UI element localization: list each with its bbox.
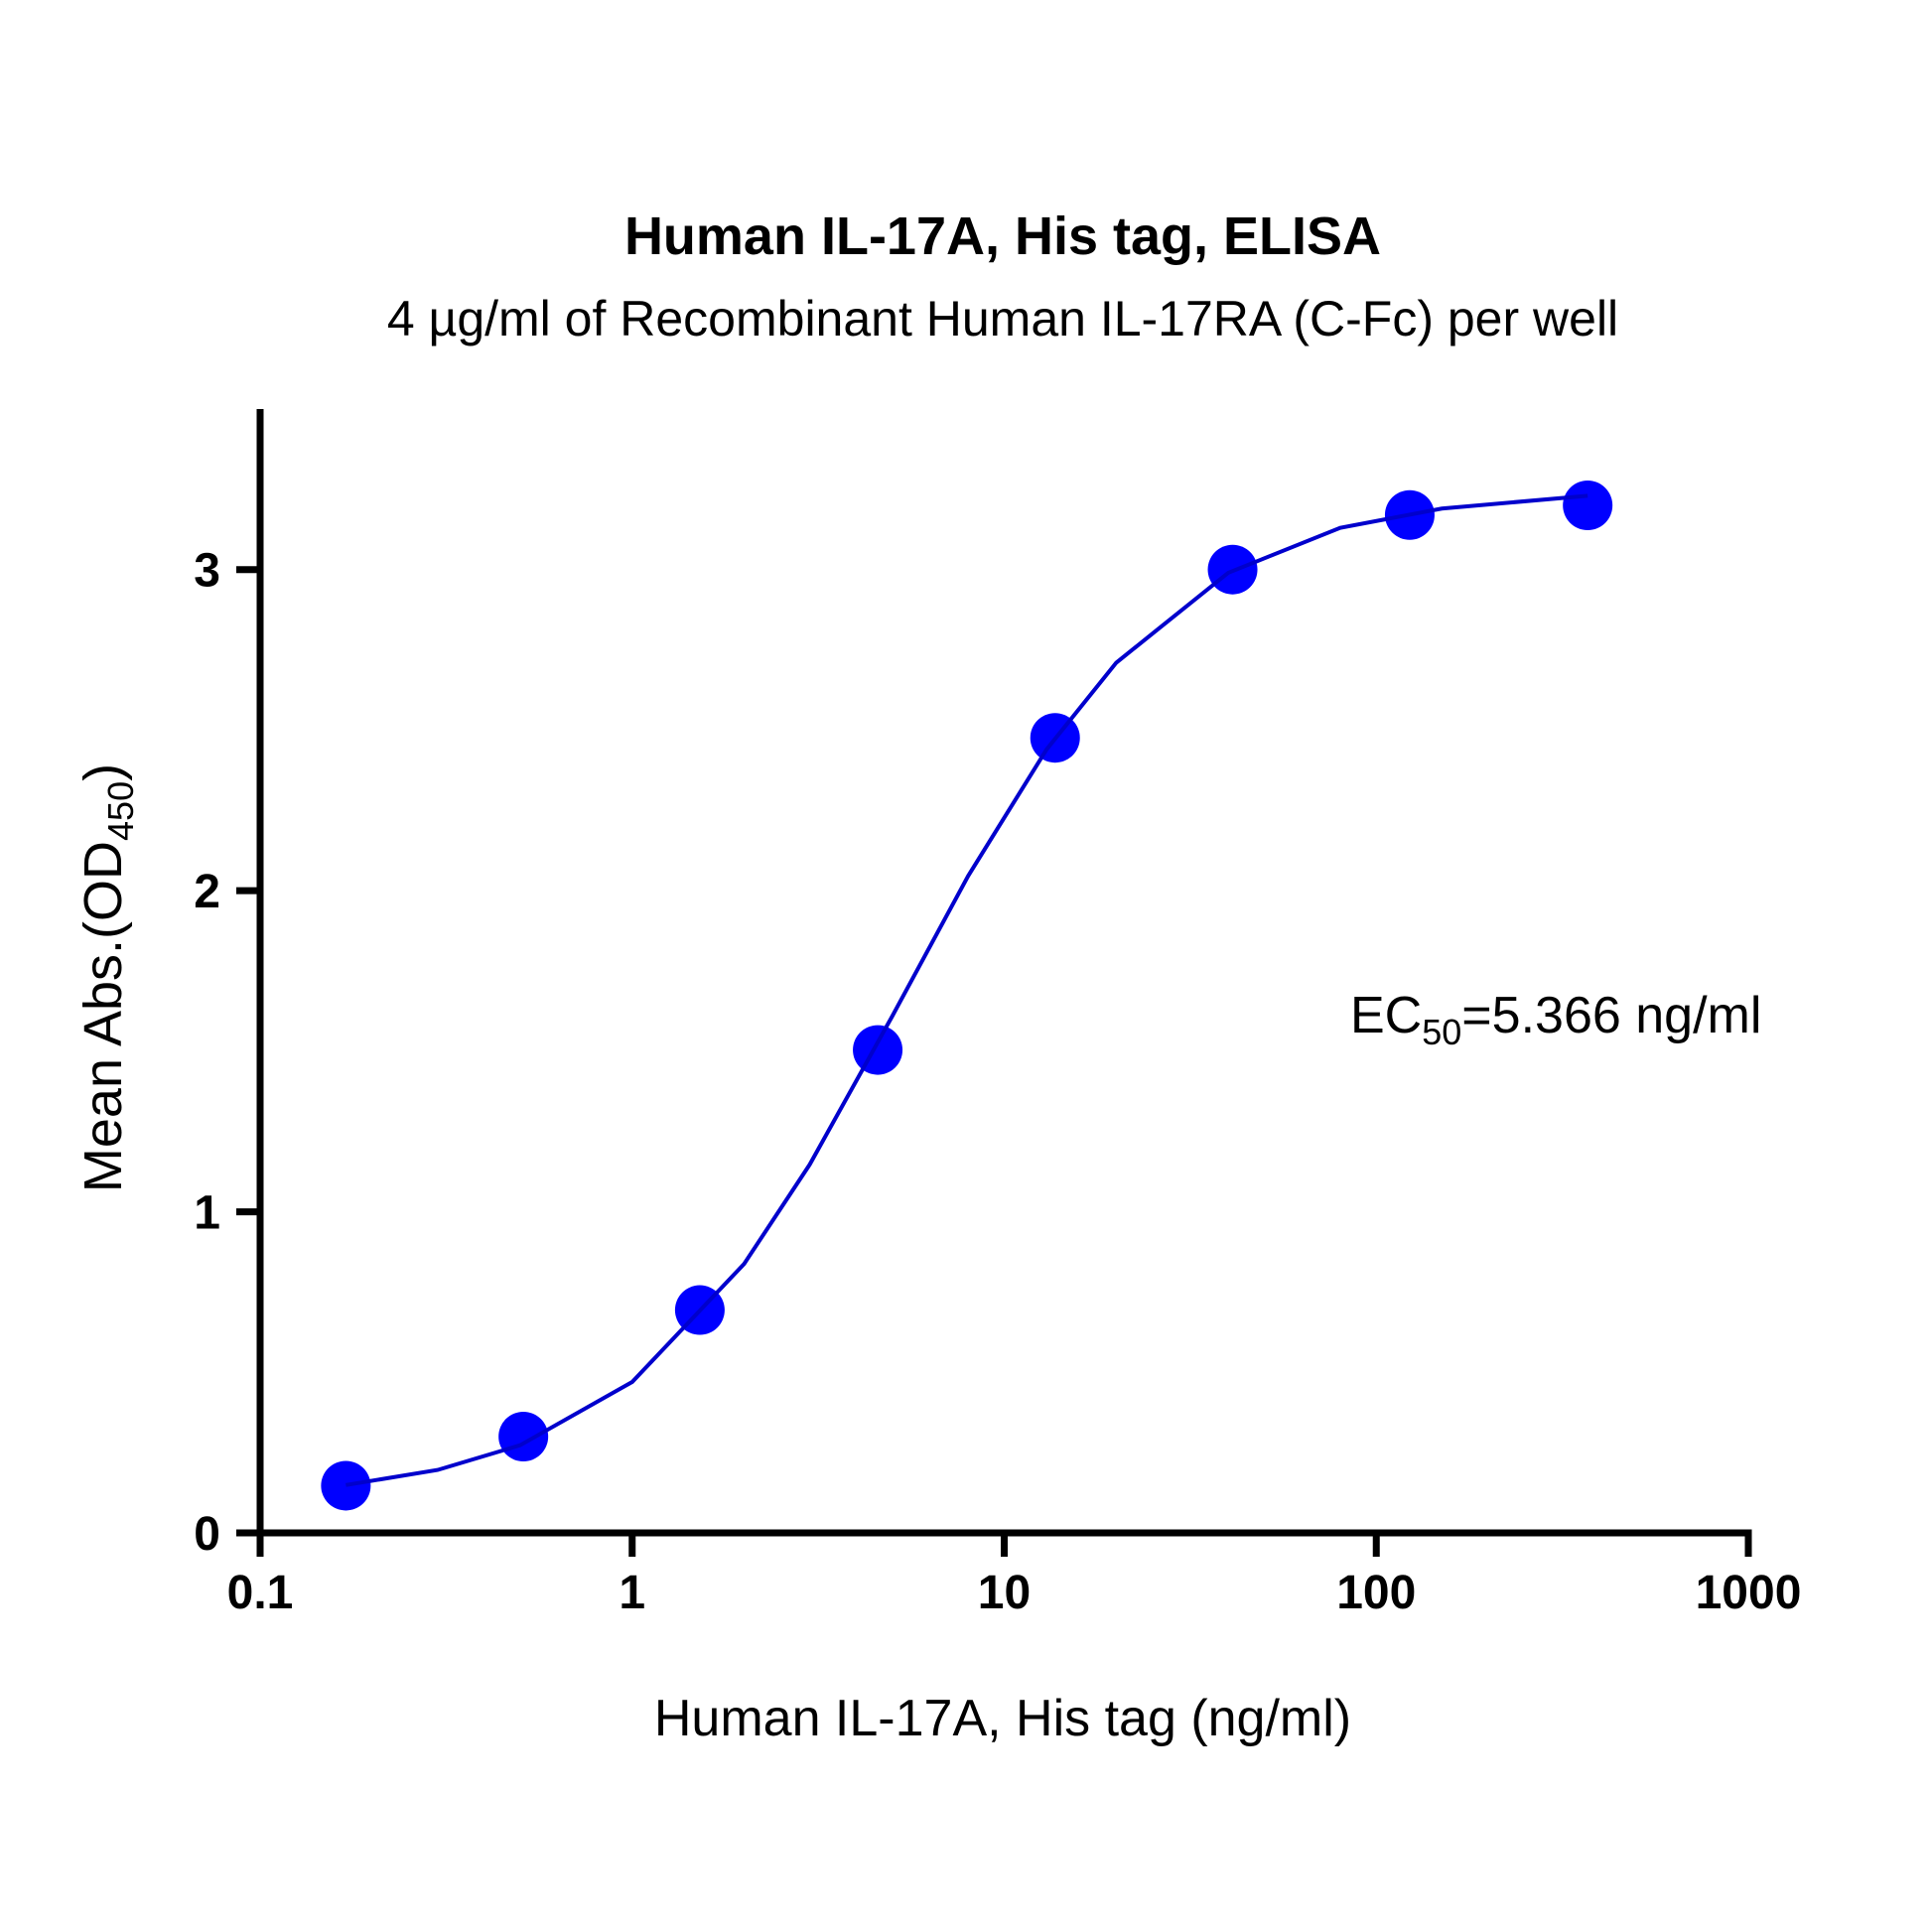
data-point [321,1460,371,1511]
x-tick-label: 1000 [1696,1567,1802,1619]
y-label-sub: 450 [100,781,141,841]
x-tick-label: 10 [978,1567,1031,1619]
x-axis-label: Human IL-17A, His tag (ng/ml) [654,1690,1351,1747]
y-tick-label: 2 [194,866,220,918]
annotation-end: =5.366 ng/ml [1461,987,1761,1044]
fit-curve [345,493,1588,1487]
chart-title: Human IL-17A, His tag, ELISA [624,207,1381,266]
ec50-annotation: EC50=5.366 ng/ml [1350,987,1761,1052]
y-tick-label: 3 [194,545,220,598]
data-point [1563,481,1613,531]
chart-subtitle: 4 µg/ml of Recombinant Human IL-17RA (C-… [387,291,1618,346]
y-tick-label: 1 [194,1187,220,1240]
y-label-text: Mean Abs.(OD [73,841,133,1192]
data-point [498,1411,549,1461]
x-tick-label: 100 [1336,1567,1416,1619]
x-tick-label: 0.1 [227,1567,294,1619]
data-point [853,1025,903,1075]
y-label-end: ) [73,763,133,781]
x-tick-label: 1 [619,1567,645,1619]
y-axis-label: Mean Abs.(OD450) [73,763,141,1192]
annotation-text: EC [1350,987,1422,1044]
annotation-sub: 50 [1422,1012,1461,1052]
y-tick-label: 0 [194,1508,220,1561]
